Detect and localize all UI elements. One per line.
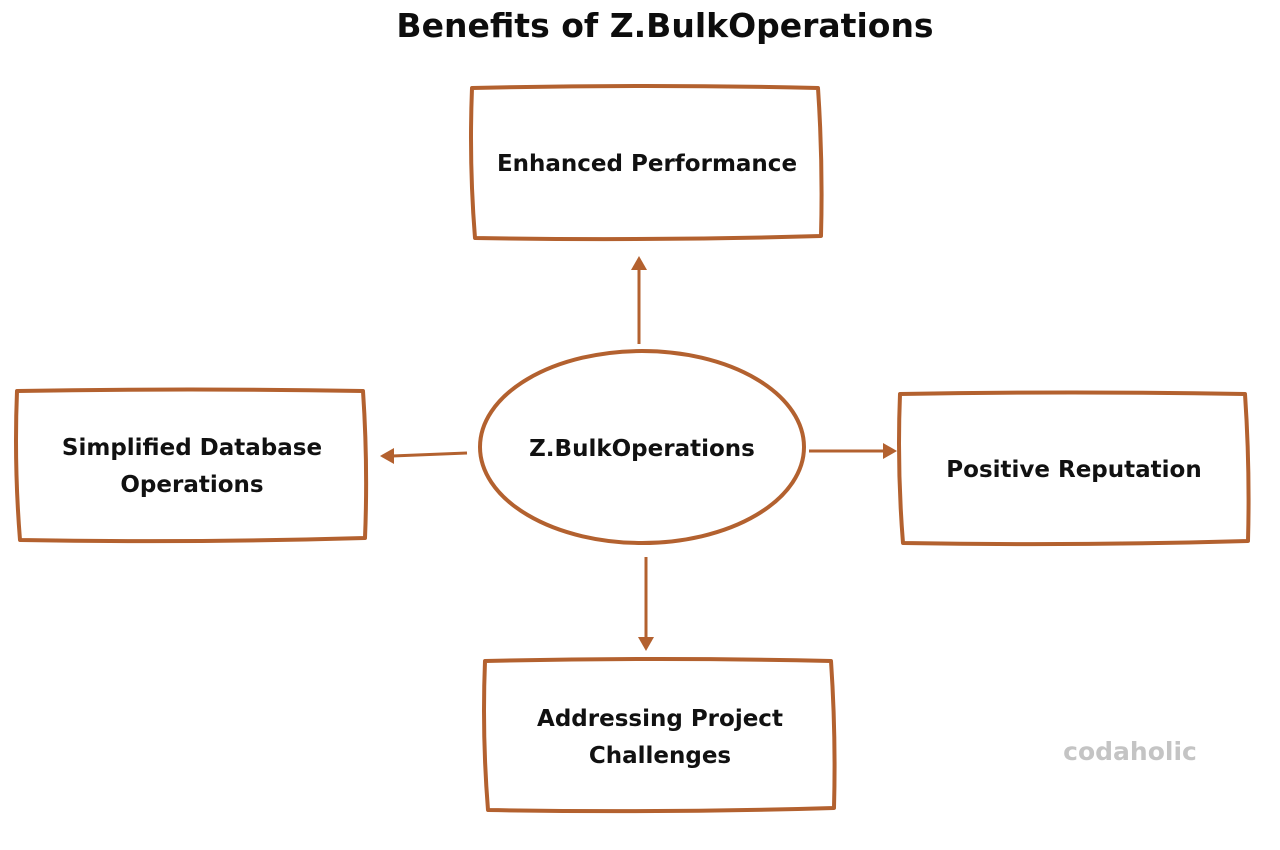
benefit-label-left-line1: Simplified Database: [62, 435, 322, 461]
benefit-box-top: Enhanced Performance: [469, 84, 824, 242]
benefit-box-right: Positive Reputation: [897, 390, 1251, 547]
arrow-to-right: [809, 443, 897, 459]
benefit-box-bottom: Addressing Project Challenges: [482, 657, 837, 814]
center-label: Z.BulkOperations: [529, 436, 755, 462]
benefit-label-bottom-line1: Addressing Project: [537, 706, 783, 732]
arrow-to-top: [631, 256, 647, 344]
arrow-to-left: [380, 448, 468, 464]
benefit-box-left: Simplified Database Operations: [14, 387, 369, 544]
benefit-label-right: Positive Reputation: [946, 457, 1201, 483]
watermark-text: codaholic: [1063, 737, 1197, 766]
arrow-to-bottom: [638, 557, 654, 651]
diagram-title: Benefits of Z.BulkOperations: [396, 6, 933, 45]
connectors: [380, 256, 897, 651]
center-node: Z.BulkOperations: [478, 349, 806, 545]
benefit-label-bottom-line2: Challenges: [589, 743, 731, 769]
benefit-label-top: Enhanced Performance: [497, 151, 797, 177]
benefit-label-left-line2: Operations: [120, 472, 263, 498]
